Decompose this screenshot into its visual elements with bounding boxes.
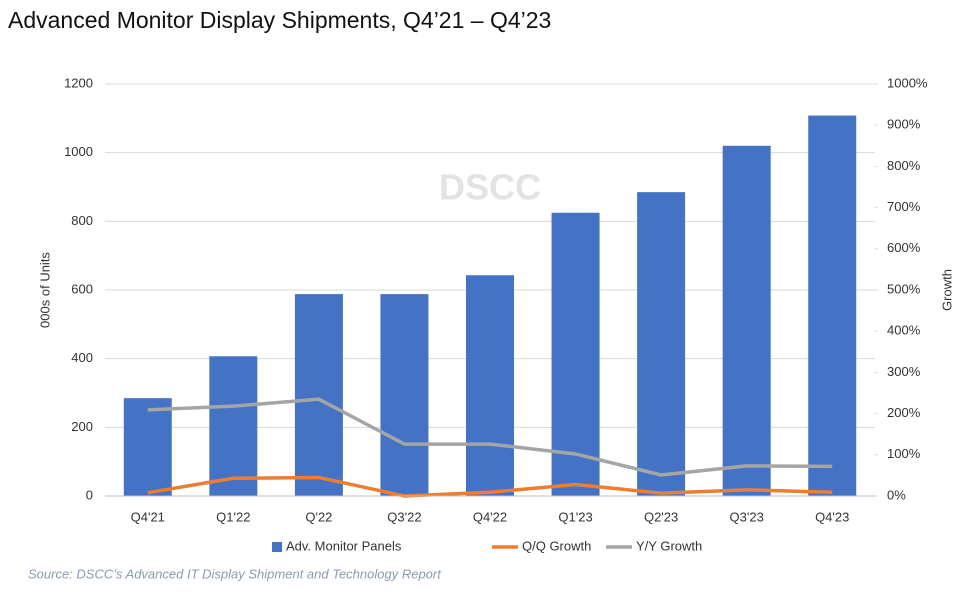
x-tick-label: Q4'21: [131, 509, 165, 524]
x-tick-label: Q'22: [305, 509, 332, 524]
y-tick-label: 1200: [64, 75, 93, 90]
bar: [722, 145, 771, 497]
bar: [808, 115, 857, 496]
bar: [637, 192, 686, 496]
y2-tick-label: 700%: [887, 199, 921, 214]
x-tick-label: Q1'22: [216, 509, 250, 524]
x-tick-label: Q2'23: [644, 509, 678, 524]
x-tick-label: Q4'22: [473, 509, 507, 524]
x-tick-label: Q4'23: [815, 509, 849, 524]
legend-swatch: [272, 542, 282, 552]
y2-tick-label: 0%: [887, 487, 906, 502]
bar: [294, 294, 343, 496]
y2-tick-label: 400%: [887, 323, 921, 338]
y2-tick-label: 100%: [887, 446, 921, 461]
y2-tick-label: 500%: [887, 281, 921, 296]
y-tick-label: 400: [71, 350, 93, 365]
legend-label: Y/Y Growth: [636, 538, 702, 553]
legend-label: Adv. Monitor Panels: [286, 538, 402, 553]
bar: [209, 356, 258, 496]
line: [147, 475, 833, 498]
bar: [466, 275, 514, 496]
chart-title: Advanced Monitor Display Shipments, Q4’2…: [8, 7, 551, 33]
y-tick-label: 0: [86, 487, 93, 502]
watermark: DSCC: [439, 167, 541, 208]
y2-tick-label: 1000%: [887, 75, 928, 90]
x-tick-label: Q3'23: [730, 509, 764, 524]
x-tick-label: Q1'23: [558, 509, 592, 524]
bar: [380, 294, 429, 496]
y2-tick-label: 200%: [887, 405, 921, 420]
x-tick-label: Q3'22: [387, 509, 421, 524]
y-tick-label: 1000: [64, 144, 93, 159]
y-axis-label: 000s of Units: [37, 252, 52, 328]
bar: [123, 398, 172, 496]
line: [147, 397, 833, 477]
y2-tick-label: 800%: [887, 158, 921, 173]
y-tick-label: 600: [71, 281, 93, 296]
legend-label: Q/Q Growth: [522, 538, 591, 553]
y2-tick-label: 300%: [887, 364, 921, 379]
y-tick-label: 800: [71, 213, 93, 228]
source-note: Source: DSCC’s Advanced IT Display Shipm…: [28, 566, 442, 581]
y-tick-label: 200: [71, 419, 93, 434]
y2-tick-label: 600%: [887, 240, 921, 255]
y2-tick-label: 900%: [887, 117, 921, 132]
bar: [551, 212, 600, 496]
y2-axis-label: Growth: [939, 269, 954, 311]
